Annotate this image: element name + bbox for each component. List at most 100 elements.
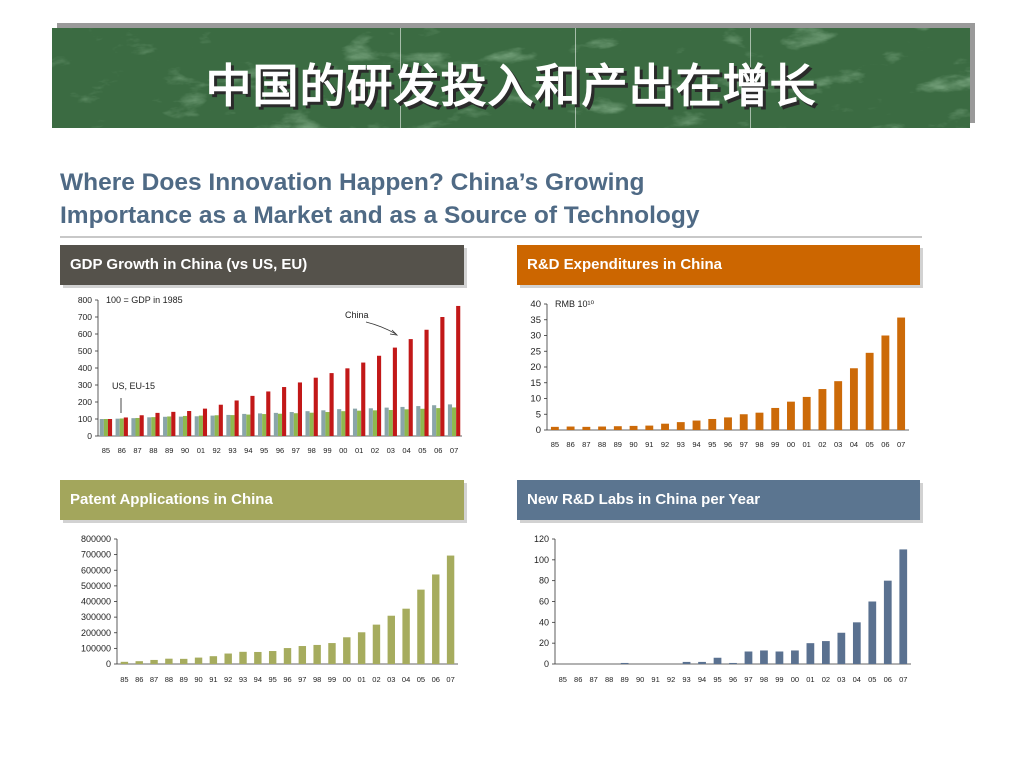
y-tick-label: 200000 bbox=[81, 628, 111, 638]
y-tick-label: 20 bbox=[539, 638, 549, 648]
china-bar bbox=[266, 391, 271, 436]
us-bar bbox=[416, 406, 421, 436]
x-tick-label: 02 bbox=[372, 675, 380, 684]
bar bbox=[724, 417, 732, 430]
y-tick-label: 300 bbox=[78, 380, 92, 390]
x-tick-label: 01 bbox=[806, 675, 814, 684]
y-tick-label: 5 bbox=[536, 409, 541, 420]
x-tick-label: 99 bbox=[323, 446, 331, 455]
us-bar bbox=[337, 409, 342, 436]
x-tick-label: 86 bbox=[135, 675, 143, 684]
x-tick-label: 89 bbox=[165, 446, 173, 455]
bar bbox=[708, 418, 717, 430]
bar bbox=[755, 412, 764, 430]
bar bbox=[661, 423, 669, 430]
x-tick-label: 88 bbox=[598, 440, 606, 449]
x-tick-label: 87 bbox=[590, 675, 598, 684]
x-tick-label: 01 bbox=[357, 675, 365, 684]
y-tick-label: 0 bbox=[87, 431, 92, 441]
y-tick-label: 800 bbox=[78, 295, 92, 305]
x-tick-label: 92 bbox=[667, 675, 675, 684]
bar bbox=[120, 661, 129, 664]
banner-title: 中国的研发投入和产出在增长 bbox=[205, 59, 817, 113]
y-tick-label: 60 bbox=[539, 597, 549, 607]
x-tick-label: 95 bbox=[708, 440, 716, 449]
y-tick-label: 600000 bbox=[81, 565, 111, 575]
x-tick-label: 97 bbox=[292, 446, 300, 455]
us-bar bbox=[226, 414, 231, 436]
y-tick-label: 0 bbox=[544, 659, 549, 669]
bar bbox=[254, 651, 262, 664]
y-tick-label: 10 bbox=[530, 394, 541, 405]
y-tick-label: 600 bbox=[78, 329, 92, 339]
bar bbox=[180, 658, 188, 664]
marble-texture bbox=[52, 28, 970, 128]
x-tick-label: 95 bbox=[260, 446, 268, 455]
bar bbox=[676, 422, 685, 430]
x-tick-label: 88 bbox=[149, 446, 157, 455]
bar bbox=[682, 661, 691, 664]
us-bar bbox=[99, 419, 104, 436]
eu-bar bbox=[198, 415, 203, 436]
bar bbox=[194, 657, 203, 664]
gdp-chart-header: GDP Growth in China (vs US, EU) bbox=[60, 245, 464, 285]
bar bbox=[150, 659, 158, 664]
eu-bar bbox=[277, 413, 283, 436]
x-tick-label: 92 bbox=[661, 440, 669, 449]
y-tick-label: 0 bbox=[106, 659, 111, 669]
y-tick-label: 15 bbox=[530, 378, 541, 389]
us-eu-series-label: US, EU-15 bbox=[112, 381, 155, 391]
x-tick-label: 02 bbox=[371, 446, 379, 455]
china-series-label: China bbox=[345, 310, 369, 320]
y-tick-label: 40 bbox=[530, 299, 541, 310]
bar bbox=[582, 426, 591, 430]
bar bbox=[692, 420, 701, 430]
x-tick-label: 95 bbox=[269, 675, 277, 684]
china-leader-arrow bbox=[389, 329, 399, 336]
x-tick-label: 05 bbox=[418, 446, 426, 455]
x-tick-label: 85 bbox=[102, 446, 110, 455]
x-tick-label: 87 bbox=[133, 446, 141, 455]
china-bar bbox=[297, 382, 302, 436]
bar bbox=[313, 644, 321, 664]
x-tick-label: 86 bbox=[566, 440, 574, 449]
us-bar bbox=[384, 407, 389, 436]
x-tick-label: 98 bbox=[760, 675, 768, 684]
x-tick-label: 07 bbox=[450, 446, 458, 455]
eu-bar bbox=[341, 411, 346, 436]
x-tick-label: 98 bbox=[313, 675, 321, 684]
x-tick-label: 93 bbox=[239, 675, 247, 684]
bar bbox=[613, 426, 622, 430]
x-tick-label: 88 bbox=[165, 675, 173, 684]
bar bbox=[224, 653, 232, 664]
bar bbox=[165, 658, 173, 664]
x-tick-label: 06 bbox=[432, 675, 440, 684]
china-bar bbox=[107, 419, 113, 436]
china-bar bbox=[155, 412, 160, 436]
bar bbox=[387, 615, 395, 664]
x-tick-label: 97 bbox=[298, 675, 306, 684]
y-tick-label: 30 bbox=[530, 331, 541, 342]
banner-divider bbox=[575, 28, 576, 128]
x-tick-label: 07 bbox=[899, 675, 907, 684]
bar bbox=[698, 661, 706, 664]
bar bbox=[849, 368, 858, 430]
bar bbox=[402, 608, 410, 664]
china-bar bbox=[187, 411, 192, 436]
us-bar bbox=[178, 416, 183, 436]
bar bbox=[550, 426, 559, 430]
eu-bar bbox=[103, 419, 108, 436]
x-tick-label: 86 bbox=[118, 446, 126, 455]
x-tick-label: 98 bbox=[755, 440, 763, 449]
x-tick-label: 93 bbox=[682, 675, 690, 684]
eu-bar bbox=[167, 416, 172, 436]
bar bbox=[806, 643, 815, 664]
bar bbox=[729, 662, 737, 664]
bar bbox=[791, 650, 799, 664]
us-bar bbox=[163, 416, 168, 436]
x-tick-label: 04 bbox=[850, 440, 858, 449]
bar bbox=[328, 643, 336, 664]
bar bbox=[865, 352, 874, 430]
x-tick-label: 92 bbox=[224, 675, 232, 684]
